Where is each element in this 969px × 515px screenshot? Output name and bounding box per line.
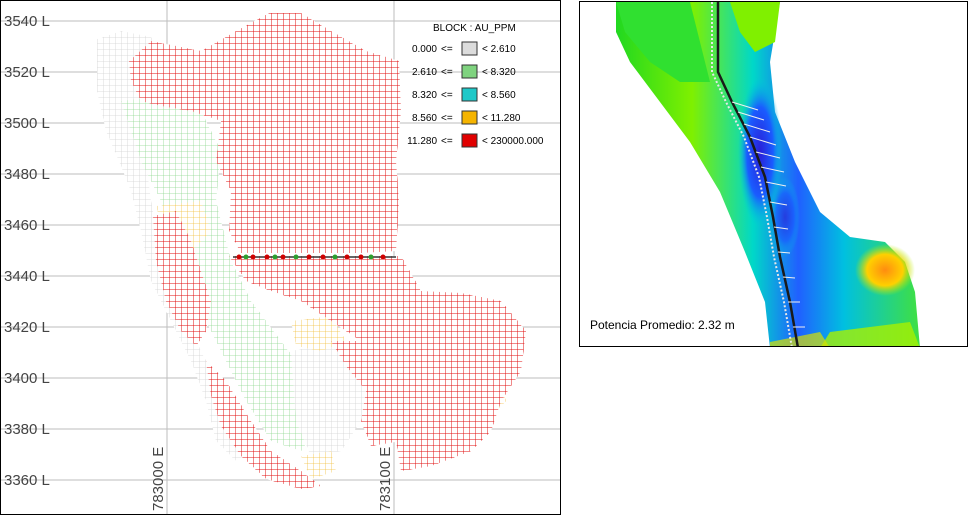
legend-entry-min: 8.560 (412, 113, 437, 124)
low-grade-zone (97, 31, 506, 479)
legend-entry-3: 8.560 <= < 11.280 (412, 110, 521, 125)
legend-entry-max: < 11.280 (482, 113, 521, 124)
northing-label-3480: 3480 L (4, 166, 50, 183)
easting-label-783000: 783000 E (150, 447, 167, 511)
high-grade-zone (129, 13, 526, 489)
northing-label-3380: 3380 L (4, 421, 50, 438)
contact-trace (711, 2, 799, 346)
legend-entry-1: 2.610 <= < 8.320 (412, 64, 516, 79)
northing-label-3500: 3500 L (4, 115, 50, 132)
thickness-model-view: Potencia Promedio: 2.32 m (579, 1, 968, 347)
legend-entry-4: 11.280 <= < 230000.000 (407, 133, 544, 148)
thickness-surface (616, 2, 920, 346)
legend-entry-op: <= (441, 67, 453, 78)
section-map-canvas: 3540 L 3520 L 3500 L 3480 L 3460 L 3440 … (1, 1, 560, 514)
legend-entry-max: < 2.610 (482, 44, 516, 55)
legend-swatch-red (461, 133, 478, 148)
northing-label-3440: 3440 L (4, 268, 50, 285)
legend-entry-op: <= (441, 136, 453, 147)
legend-entry-max: < 230000.000 (482, 136, 544, 147)
legend-entry-op: <= (441, 90, 453, 101)
drillhole-trace (233, 254, 396, 260)
easting-labels: 783000 E 783100 E (150, 447, 394, 511)
legend-title: BLOCK : AU_PPM (433, 23, 516, 34)
legend-entry-min: 11.280 (407, 136, 437, 147)
legend-entry-op: <= (441, 113, 453, 124)
legend-entry-2: 8.320 <= < 8.560 (412, 87, 516, 102)
northing-label-3420: 3420 L (4, 319, 50, 336)
northing-label-3520: 3520 L (4, 64, 50, 81)
legend-entry-0: 0.000 <= < 2.610 (412, 41, 516, 56)
legend-entry-max: < 8.320 (482, 67, 516, 78)
legend-entry-min: 0.000 (412, 44, 437, 55)
grade-legend: BLOCK : AU_PPM 0.000 <= < 2.610 2.610 <=… (407, 23, 544, 148)
average-thickness-caption: Potencia Promedio: 2.32 m (588, 318, 737, 332)
northing-label-3540: 3540 L (4, 13, 50, 30)
northing-label-3400: 3400 L (4, 370, 50, 387)
legend-swatch-grey (461, 41, 478, 56)
legend-swatch-green (461, 64, 478, 79)
legend-entry-min: 2.610 (412, 67, 437, 78)
legend-entry-op: <= (441, 44, 453, 55)
legend-swatch-cyan (461, 87, 478, 102)
legend-entry-max: < 8.560 (482, 90, 516, 101)
thickness-model-canvas (616, 2, 920, 346)
thickness-ticks (731, 101, 805, 328)
northing-label-3460: 3460 L (4, 217, 50, 234)
legend-entry-min: 8.320 (412, 90, 437, 101)
northing-labels: 3540 L 3520 L 3500 L 3480 L 3460 L 3440 … (4, 13, 50, 489)
block-model-section-map: 3540 L 3520 L 3500 L 3480 L 3460 L 3440 … (0, 0, 561, 515)
northing-label-3360: 3360 L (4, 472, 50, 489)
easting-label-783100: 783100 E (377, 447, 394, 511)
legend-swatch-orange (461, 110, 478, 125)
